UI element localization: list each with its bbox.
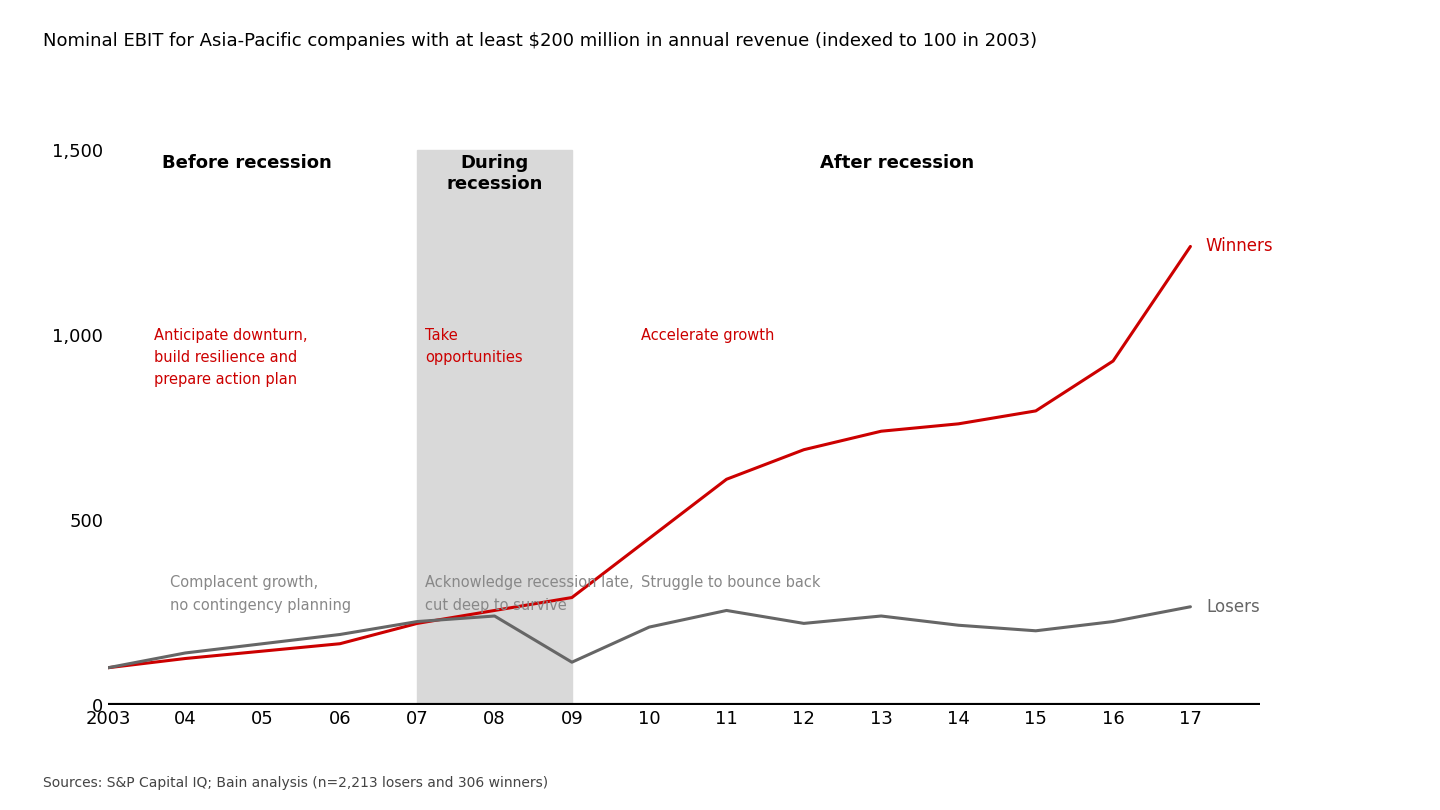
Text: Acknowledge recession late,
cut deep to survive: Acknowledge recession late, cut deep to … (425, 575, 634, 612)
Text: Accelerate growth: Accelerate growth (641, 328, 775, 343)
Text: Sources: S&P Capital IQ; Bain analysis (n=2,213 losers and 306 winners): Sources: S&P Capital IQ; Bain analysis (… (43, 776, 549, 790)
Text: Before recession: Before recession (163, 154, 333, 172)
Text: Take
opportunities: Take opportunities (425, 328, 523, 365)
Text: After recession: After recession (819, 154, 973, 172)
Text: Losers: Losers (1205, 598, 1260, 616)
Text: Struggle to bounce back: Struggle to bounce back (641, 575, 821, 590)
Bar (418, 151, 572, 705)
Text: During
recession: During recession (446, 154, 543, 193)
Text: Nominal EBIT for Asia-Pacific companies with at least $200 million in annual rev: Nominal EBIT for Asia-Pacific companies … (43, 32, 1037, 50)
Text: Complacent growth,
no contingency planning: Complacent growth, no contingency planni… (170, 575, 351, 612)
Text: Winners: Winners (1205, 237, 1273, 255)
Text: Anticipate downturn,
build resilience and
prepare action plan: Anticipate downturn, build resilience an… (154, 328, 308, 387)
